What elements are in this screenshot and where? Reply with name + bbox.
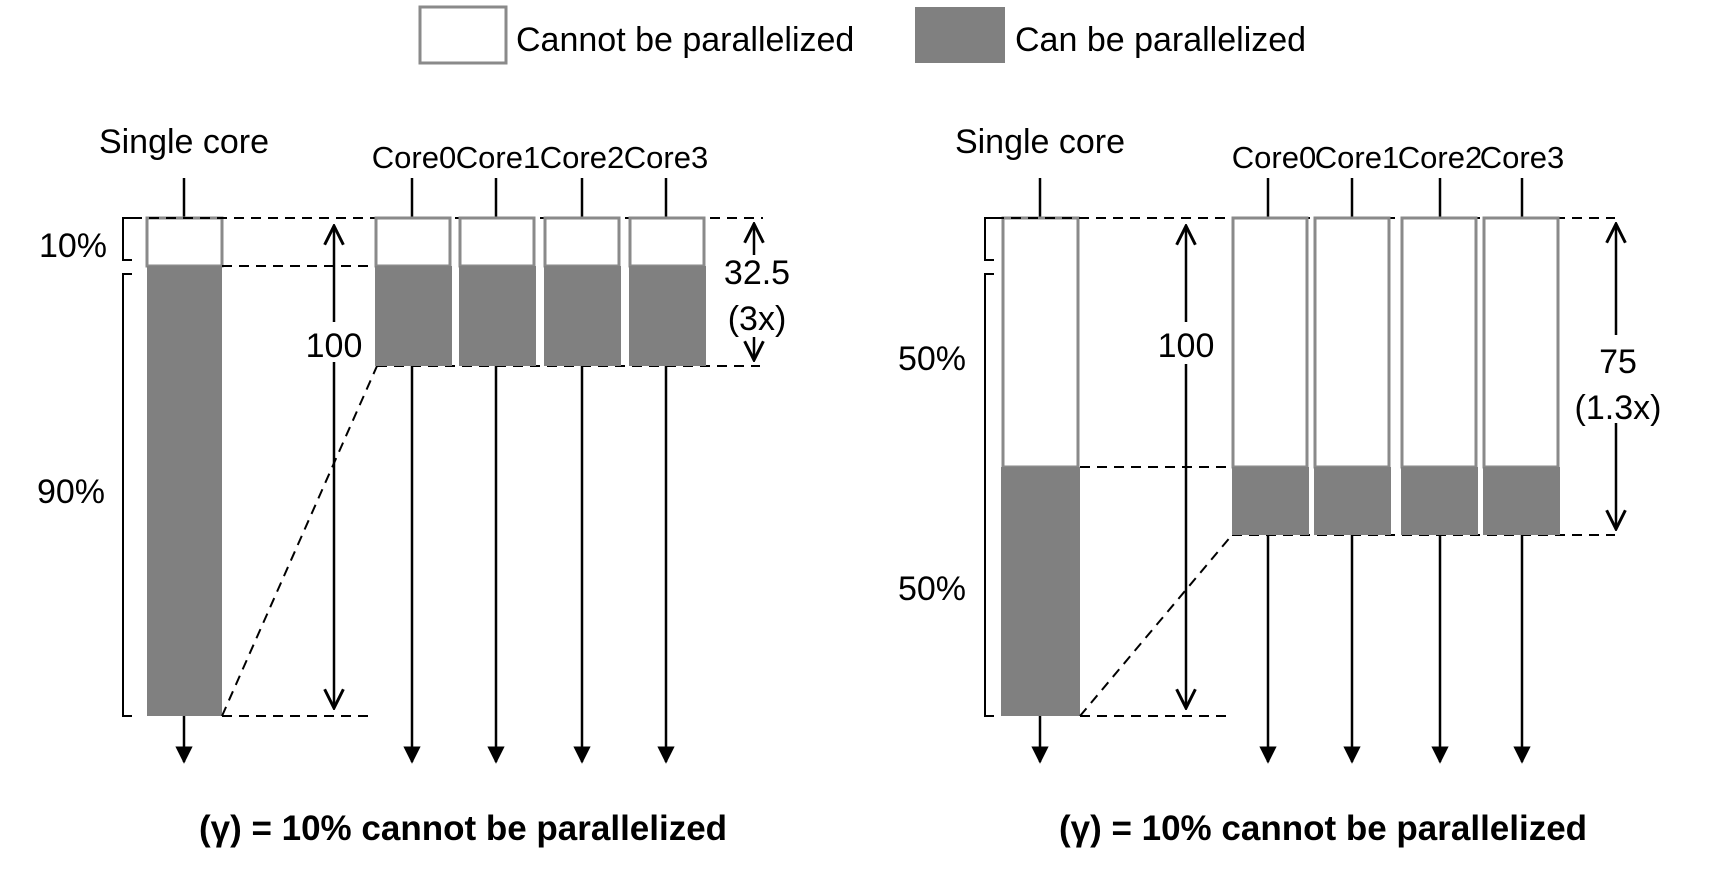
core-serial-segment [543, 216, 621, 268]
core-serial-segment [1313, 216, 1391, 469]
core-parallel-segment [1232, 467, 1309, 535]
core-serial-segment [458, 216, 536, 268]
total-time-label: 100 [1158, 327, 1215, 365]
panel-caption: (γ) = 10% cannot be parallelized [199, 809, 727, 848]
total-time-label: 100 [306, 327, 363, 365]
parallel-time-label: 32.5 [724, 254, 790, 292]
serial-bracket [122, 217, 132, 261]
core-parallel-segment [629, 266, 706, 366]
parallel-bracket [122, 273, 132, 717]
panel-right: Single core 50% 50% 100 Core0 Core1 Core… [898, 123, 1664, 848]
core-label: Core0 [372, 140, 456, 175]
core-label: Core2 [540, 140, 624, 175]
core-label: Core0 [1232, 140, 1316, 175]
legend: Cannot be parallelized Can be paralleliz… [418, 5, 1306, 65]
core-columns: Core0 Core1 Core2 Core3 [372, 140, 708, 764]
legend-serial-label: Cannot be parallelized [516, 21, 854, 59]
core-serial-segment [374, 216, 452, 268]
core-parallel-segment [1483, 467, 1560, 535]
single-core-parallel-segment [147, 266, 222, 716]
core-label: Core1 [1315, 140, 1399, 175]
legend-serial-swatch [418, 5, 508, 65]
legend-parallel-swatch [915, 7, 1005, 63]
panel-caption: (γ) = 10% cannot be parallelized [1059, 809, 1587, 848]
serial-percent-label: 10% [39, 227, 107, 265]
parallel-time-label: 75 [1599, 343, 1637, 381]
core-columns: Core0 Core1 Core2 Core3 [1231, 140, 1564, 764]
speedup-label: (1.3x) [1575, 389, 1662, 427]
core-label: Core2 [1398, 140, 1482, 175]
single-core-label: Single core [955, 123, 1125, 161]
parallel-percent-label: 50% [898, 570, 966, 608]
core-serial-segment [1400, 216, 1478, 469]
core-label: Core1 [456, 140, 540, 175]
panel-left: Single core 10% 90% 100 Core0 Core1 Core… [37, 123, 790, 848]
core-parallel-segment [459, 266, 536, 366]
core-serial-segment [628, 216, 706, 268]
speedup-label: (3x) [728, 300, 787, 338]
single-core-parallel-segment [1001, 467, 1080, 716]
core-parallel-segment [1401, 467, 1478, 535]
legend-parallel-label: Can be parallelized [1015, 21, 1306, 59]
serial-percent-label: 50% [898, 340, 966, 378]
core-parallel-segment [375, 266, 452, 366]
core-label: Core3 [624, 140, 708, 175]
parallel-percent-label: 90% [37, 473, 105, 511]
single-core-serial-segment [145, 216, 224, 268]
parallel-bracket [984, 273, 994, 717]
serial-bracket [984, 217, 994, 261]
core-label: Core3 [1480, 140, 1564, 175]
projection-dashed-line [221, 365, 378, 717]
projection-dashed-line [1079, 534, 1233, 717]
core-parallel-segment [1314, 467, 1391, 535]
single-core-label: Single core [99, 123, 269, 161]
core-serial-segment [1231, 216, 1309, 469]
core-parallel-segment [544, 266, 621, 366]
core-serial-segment [1482, 216, 1560, 469]
single-core-serial-segment [1001, 216, 1080, 469]
